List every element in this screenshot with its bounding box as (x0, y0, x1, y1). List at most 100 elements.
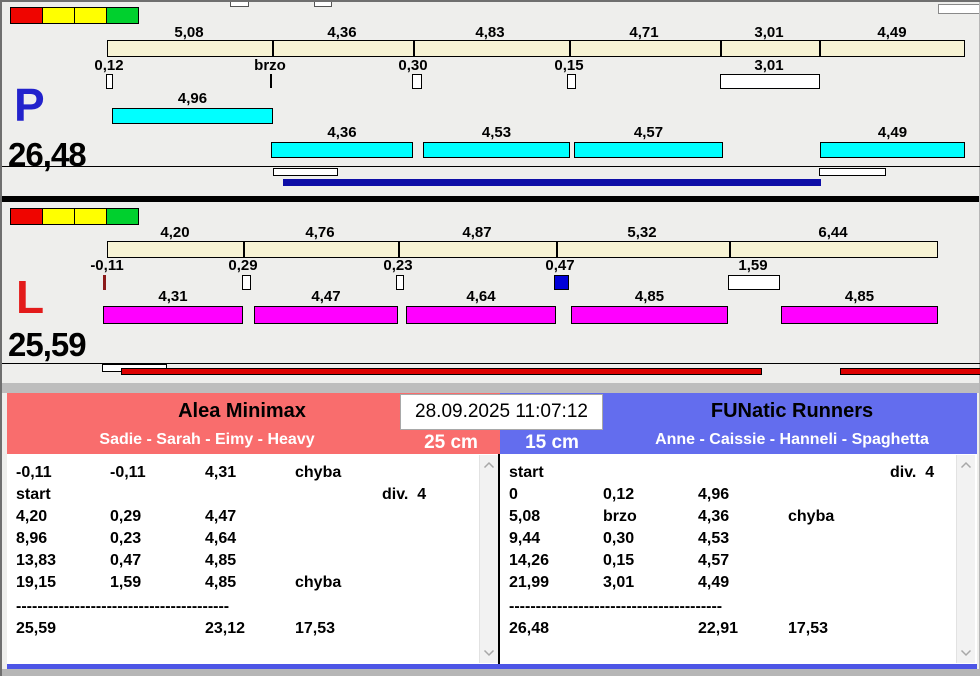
gap-marker (242, 275, 251, 290)
ruler-tick (556, 241, 558, 258)
list-cell: 26,48 (509, 620, 550, 637)
baseline (2, 166, 980, 167)
team-name-right: FUNatic Runners (710, 400, 874, 422)
ruler-tick (569, 40, 571, 57)
segment-distance-label: 4,71 (629, 24, 659, 41)
progress-bar (121, 368, 762, 375)
list-cell: 0,23 (110, 530, 142, 547)
list-cell: 4,57 (698, 552, 730, 569)
jump-bar (254, 306, 398, 324)
list-cell: 17,53 (788, 620, 829, 637)
gap-label: 0,30 (398, 57, 428, 74)
list-separator-dashes: ---------------------------------------- (509, 598, 723, 615)
jump-distance-label: 4,31 (158, 288, 188, 305)
result-list-left[interactable] (7, 454, 500, 664)
handicap-left: 25 cm (424, 432, 478, 453)
gap-label: brzo (254, 57, 286, 74)
gap-marker (554, 275, 569, 290)
distance-ruler (107, 40, 965, 57)
list-cell: 0,12 (603, 486, 635, 503)
gap-label: 0,15 (554, 57, 584, 74)
gap-marker (567, 74, 576, 89)
team-members-left: Sadie - Sarah - Eimy - Heavy (99, 431, 315, 448)
ruler-tick (272, 40, 274, 57)
jump-bar (271, 142, 413, 158)
bottom-blue-strip (7, 664, 977, 669)
list-cell: 0,15 (603, 552, 635, 569)
jump-bar (820, 142, 965, 158)
progress-bar (840, 368, 980, 375)
jump-distance-label: 4,47 (311, 288, 341, 305)
team-members-right: Anne - Caissie - Hanneli - Spaghetta (655, 431, 929, 448)
gap-label: 0,12 (94, 57, 124, 74)
jump-distance-label: 4,57 (633, 124, 664, 141)
list-separator-dashes: ---------------------------------------- (16, 598, 230, 615)
track-letter: P (14, 79, 45, 131)
jump-distance-label: 4,53 (481, 124, 512, 141)
scroll-up-icon (960, 461, 972, 469)
list-cell: 4,36 (698, 508, 730, 525)
list-cell: 0 (509, 486, 518, 503)
gap-marker (106, 74, 113, 89)
list-cell: 17,53 (295, 620, 336, 637)
track-letter: L (16, 271, 45, 323)
jump-bar (781, 306, 938, 324)
jump-distance-label: 4,64 (466, 288, 496, 305)
list-cell: 4,20 (16, 508, 48, 525)
result-list-right[interactable] (500, 454, 977, 664)
list-cell: 5,08 (509, 508, 541, 525)
list-cell: 4,53 (698, 530, 730, 547)
gap-marker (103, 275, 106, 290)
titlebar-notch (314, 2, 332, 7)
list-cell: 19,15 (16, 574, 57, 591)
jump-distance-label: 4,96 (177, 90, 208, 107)
segment-distance-label: 6,44 (818, 224, 848, 241)
list-cell: 13,83 (16, 552, 57, 569)
list-cell: 0,30 (603, 530, 635, 547)
titlebar-box (938, 4, 980, 14)
ruler-tick (729, 241, 731, 258)
scroll-down-icon (483, 649, 495, 657)
track-total: 26,48 (8, 136, 87, 173)
progress-bar (283, 179, 821, 186)
gap-marker (720, 74, 820, 89)
list-cell: 9,44 (509, 530, 541, 547)
status-square (10, 7, 43, 24)
status-square (42, 208, 75, 225)
jump-bar (571, 306, 728, 324)
list-cell: start (16, 486, 51, 503)
scrollbar-left[interactable] (479, 455, 498, 663)
list-cell: -0,11 (16, 464, 52, 481)
bottom-edge (2, 669, 980, 676)
segment-distance-label: 4,83 (475, 24, 505, 41)
gap-label: -0,11 (90, 257, 124, 274)
list-cell: 22,91 (698, 620, 739, 637)
list-cell: 4,96 (698, 486, 730, 503)
list-cell: 0,47 (110, 552, 142, 569)
marker-rect (273, 168, 338, 176)
ruler-tick (819, 40, 821, 57)
segment-distance-label: 3,01 (754, 24, 784, 41)
segment-distance-label: 4,36 (327, 24, 357, 41)
jump-bar (112, 108, 273, 124)
list-cell: -0,11 (110, 464, 146, 481)
scroll-down-icon (960, 649, 972, 657)
gap-marker (396, 275, 404, 290)
list-cell: chyba (788, 508, 835, 525)
list-cell: 23,12 (205, 620, 246, 637)
scrollbar-right[interactable] (956, 455, 975, 663)
segment-distance-label: 5,32 (627, 224, 657, 241)
list-cell: 4,31 (205, 464, 237, 481)
list-division-label: div. 4 (382, 486, 427, 503)
baseline (2, 363, 980, 364)
distance-ruler (107, 241, 938, 258)
list-division-label: div. 4 (890, 464, 935, 481)
list-cell: 3,01 (603, 574, 635, 591)
list-cell: 4,49 (698, 574, 730, 591)
marker-rect (819, 168, 886, 176)
list-cell: 4,85 (205, 552, 237, 569)
list-cell: 8,96 (16, 530, 48, 547)
list-cell: chyba (295, 464, 342, 481)
list-separator-line (498, 454, 500, 664)
